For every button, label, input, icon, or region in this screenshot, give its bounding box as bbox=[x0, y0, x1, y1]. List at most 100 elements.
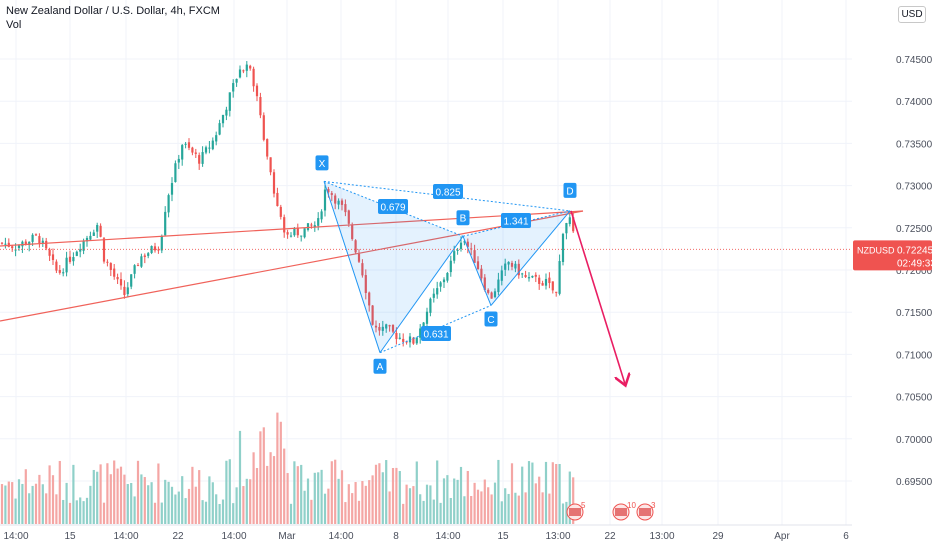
volume-bar bbox=[374, 464, 378, 524]
candle bbox=[432, 293, 435, 298]
pattern-point-x-box bbox=[315, 155, 329, 171]
time-tick-label: 6 bbox=[843, 531, 849, 542]
candle bbox=[320, 211, 323, 220]
candle bbox=[242, 70, 245, 72]
candle bbox=[89, 235, 92, 240]
volume-bar bbox=[45, 493, 48, 524]
candle bbox=[119, 279, 123, 286]
event-count: 10 bbox=[627, 501, 636, 510]
candle bbox=[480, 268, 483, 279]
time-tick-label: 22 bbox=[172, 531, 184, 542]
candle bbox=[361, 263, 364, 276]
economic-events[interactable]: 5 10 3 bbox=[566, 501, 656, 521]
candle bbox=[497, 279, 500, 293]
volume-bar bbox=[259, 431, 262, 524]
volume-bar bbox=[327, 488, 330, 524]
volume-bar bbox=[558, 464, 561, 524]
volume-bar bbox=[109, 474, 112, 524]
candle bbox=[517, 263, 520, 276]
candle bbox=[157, 249, 160, 251]
time-tick-label: 13:00 bbox=[545, 531, 570, 542]
pattern-ratio-label: 0.679 bbox=[380, 203, 405, 214]
volume-bar bbox=[123, 474, 126, 524]
volume-bar bbox=[514, 492, 517, 524]
volume-bar bbox=[306, 478, 310, 524]
candle bbox=[412, 337, 415, 344]
volume-bar bbox=[157, 463, 160, 524]
price-tick-label: 0.71000 bbox=[896, 350, 932, 361]
currency-button[interactable]: USD bbox=[898, 6, 926, 23]
volume-bar bbox=[300, 464, 303, 524]
candle bbox=[153, 246, 157, 251]
volume-bar bbox=[388, 491, 391, 524]
candle bbox=[551, 281, 554, 291]
volume-bar bbox=[14, 498, 17, 524]
candle bbox=[276, 192, 279, 207]
price-tick-label: 0.69500 bbox=[896, 477, 932, 488]
price-tick-label: 0.73500 bbox=[896, 139, 932, 150]
candle bbox=[555, 291, 558, 293]
candle bbox=[371, 305, 374, 325]
candle bbox=[473, 250, 476, 263]
pattern-ratio-label-box bbox=[433, 184, 463, 199]
candle bbox=[262, 115, 265, 140]
volume-bar bbox=[24, 469, 27, 524]
candle bbox=[215, 135, 218, 142]
volume-bar bbox=[96, 471, 99, 524]
pattern-leg bbox=[379, 235, 464, 354]
candle bbox=[476, 261, 480, 270]
candle bbox=[415, 337, 418, 344]
volume-bar bbox=[436, 460, 439, 524]
volume-bar bbox=[187, 488, 191, 524]
volume-bar bbox=[531, 462, 534, 524]
candle bbox=[466, 241, 469, 247]
candle bbox=[0, 242, 4, 244]
volume-bar bbox=[419, 494, 422, 524]
time-axis[interactable]: 14:00 15 14:00 22 14:00 Mar 14:00 8 14:00 15 13:00… bbox=[0, 524, 852, 542]
volume-bar bbox=[534, 483, 537, 524]
volume-bar bbox=[510, 463, 514, 524]
pattern-ratio-line bbox=[323, 180, 464, 237]
pattern-ratio-label-box bbox=[378, 199, 408, 214]
volume-bar bbox=[504, 488, 507, 524]
volume-bar bbox=[0, 484, 4, 524]
volume-bar bbox=[34, 483, 38, 524]
candle bbox=[62, 272, 65, 274]
candle bbox=[177, 158, 180, 163]
volume-bar bbox=[272, 456, 276, 524]
candle bbox=[72, 257, 75, 262]
candle bbox=[289, 235, 293, 237]
candle bbox=[456, 249, 459, 251]
pattern-point-x: X bbox=[319, 159, 326, 170]
pattern-ratio-label: 0.631 bbox=[423, 330, 448, 341]
volume-bar bbox=[133, 496, 136, 524]
candle bbox=[204, 147, 208, 153]
candle bbox=[45, 240, 48, 249]
candle bbox=[541, 283, 544, 286]
volume-bar bbox=[11, 482, 14, 524]
candle bbox=[374, 325, 378, 328]
price-axis[interactable]: 0.74500 0.74000 0.73500 0.73000 0.72500 0.720… bbox=[0, 55, 932, 488]
volume-bar bbox=[262, 427, 265, 524]
volume-bar bbox=[72, 464, 75, 524]
volume-bar bbox=[269, 452, 272, 524]
candle bbox=[548, 277, 551, 284]
candle bbox=[68, 256, 72, 262]
harmonic-pattern[interactable]: X A B C D 0.679 0.825 0.631 1.341 bbox=[315, 155, 577, 374]
candle bbox=[446, 273, 449, 281]
candle bbox=[41, 240, 44, 244]
candle bbox=[507, 261, 510, 265]
volume-bar bbox=[422, 500, 425, 524]
volume-bar bbox=[480, 491, 483, 524]
projection-arrow[interactable] bbox=[570, 210, 625, 384]
volume-bar bbox=[364, 485, 367, 524]
volume-bar bbox=[313, 472, 316, 524]
candle bbox=[429, 298, 432, 313]
candle bbox=[439, 282, 442, 287]
volume-bar bbox=[238, 430, 242, 524]
candle bbox=[286, 232, 289, 235]
candle bbox=[395, 332, 398, 340]
volume-bar bbox=[507, 493, 510, 524]
trend-channel[interactable] bbox=[0, 210, 584, 322]
